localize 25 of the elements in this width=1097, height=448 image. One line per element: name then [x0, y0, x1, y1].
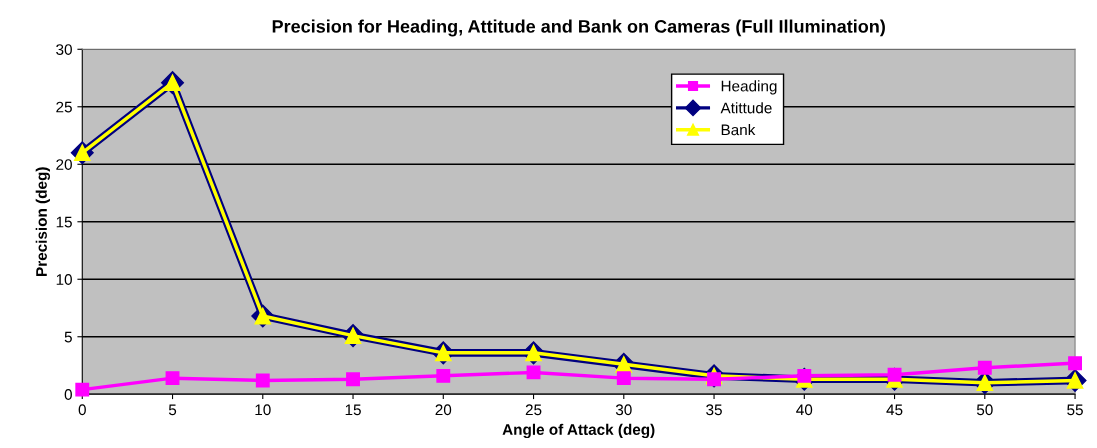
legend-label: Heading	[721, 80, 777, 95]
x-tick-label: 5	[168, 404, 177, 416]
y-tick-label: 5	[64, 331, 72, 343]
y-axis-title: Precision (deg)	[35, 167, 51, 276]
chart-title: Precision for Heading, Attitude and Bank on Cameras (Full Illumination)	[272, 19, 885, 37]
x-tick-label: 45	[886, 404, 903, 416]
x-tick-label: 30	[615, 404, 632, 416]
y-tick-label: 15	[56, 216, 72, 228]
x-tick-label: 55	[1067, 404, 1083, 416]
x-tick-label: 40	[796, 404, 813, 416]
x-tick-label: 50	[976, 404, 993, 416]
y-tick-label: 30	[56, 44, 72, 55]
x-tick-label: 25	[525, 404, 542, 416]
y-tick-label: 0	[64, 389, 72, 400]
x-axis-title: Angle of Attack (deg)	[502, 423, 655, 439]
x-tick-label: 0	[78, 404, 86, 416]
x-tick-label: 15	[345, 404, 361, 416]
y-tick-label: 10	[56, 274, 72, 285]
y-tick-label: 25	[56, 101, 72, 113]
legend-label: Atittude	[720, 102, 772, 114]
x-tick-label: 20	[435, 404, 452, 416]
x-tick-label: 35	[706, 404, 722, 416]
x-tick-label: 10	[255, 404, 271, 416]
legend-label: Bank	[721, 124, 756, 136]
y-tick-label: 20	[56, 159, 72, 170]
